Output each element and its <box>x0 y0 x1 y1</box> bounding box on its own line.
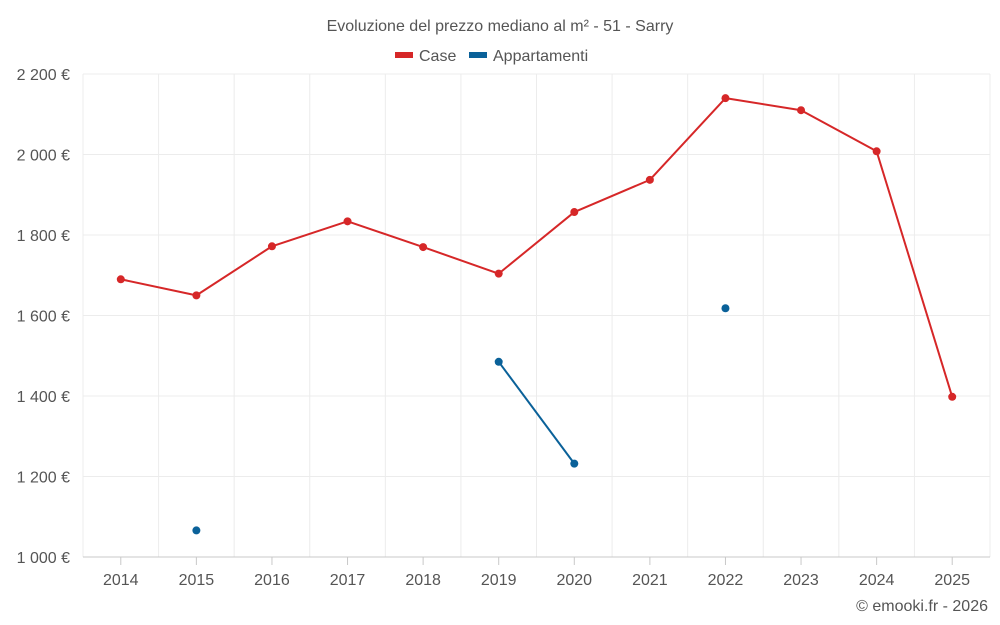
x-tick-label: 2020 <box>556 572 592 589</box>
x-tick-label: 2024 <box>859 572 895 589</box>
series-case <box>116 94 957 401</box>
legend-item-case[interactable]: Case <box>395 48 456 65</box>
legend-label-case: Case <box>419 48 456 65</box>
chart-title: Evoluzione del prezzo mediano al m² - 51… <box>327 18 674 35</box>
y-tick-label: 1 800 € <box>17 228 70 245</box>
credit: © emooki.fr - 2026 <box>856 598 988 615</box>
data-point[interactable] <box>343 217 352 226</box>
x-tick-label: 2018 <box>405 572 441 589</box>
series-layer <box>116 94 957 535</box>
data-point[interactable] <box>192 526 201 535</box>
series-appartamenti <box>192 304 730 535</box>
data-point[interactable] <box>419 243 428 252</box>
y-tick-label: 2 000 € <box>17 148 70 165</box>
data-point[interactable] <box>797 106 806 115</box>
data-point[interactable] <box>570 208 579 217</box>
y-tick-label: 1 200 € <box>17 470 70 487</box>
data-point[interactable] <box>570 459 579 468</box>
legend-label-appartamenti: Appartamenti <box>493 48 588 65</box>
data-point[interactable] <box>494 269 503 278</box>
data-point[interactable] <box>721 94 730 103</box>
x-tick-label: 2025 <box>934 572 970 589</box>
legend: Case Appartamenti <box>395 48 588 65</box>
legend-item-appartamenti[interactable]: Appartamenti <box>469 48 588 65</box>
data-point[interactable] <box>645 175 654 184</box>
legend-swatch-appartamenti <box>469 52 487 58</box>
x-tick-label: 2021 <box>632 572 668 589</box>
y-tick-label: 2 200 € <box>17 67 70 84</box>
data-point[interactable] <box>948 392 957 401</box>
x-tick-label: 2014 <box>103 572 139 589</box>
data-point[interactable] <box>267 242 276 251</box>
x-tick-label: 2015 <box>179 572 215 589</box>
data-point[interactable] <box>494 357 503 366</box>
x-tick-label: 2022 <box>708 572 744 589</box>
x-axis: 2014 2015 2016 2017 2018 2019 2020 2021 2022 2023… <box>83 556 990 589</box>
y-tick-label: 1 000 € <box>17 550 70 567</box>
x-tick-label: 2016 <box>254 572 290 589</box>
y-axis: 1 000 € 1 200 € 1 400 € 1 600 € 1 800 € 2 000… <box>17 67 70 567</box>
series-line <box>120 97 954 398</box>
x-tick-label: 2023 <box>783 572 819 589</box>
grid <box>82 73 991 557</box>
data-point[interactable] <box>872 147 881 156</box>
y-tick-label: 1 400 € <box>17 389 70 406</box>
x-tick-label: 2019 <box>481 572 517 589</box>
legend-swatch-case <box>395 52 413 58</box>
y-tick-label: 1 600 € <box>17 309 70 326</box>
data-point[interactable] <box>116 275 125 284</box>
data-point[interactable] <box>192 291 201 300</box>
series-line <box>497 361 576 465</box>
x-tick-label: 2017 <box>330 572 366 589</box>
data-point[interactable] <box>721 304 730 313</box>
